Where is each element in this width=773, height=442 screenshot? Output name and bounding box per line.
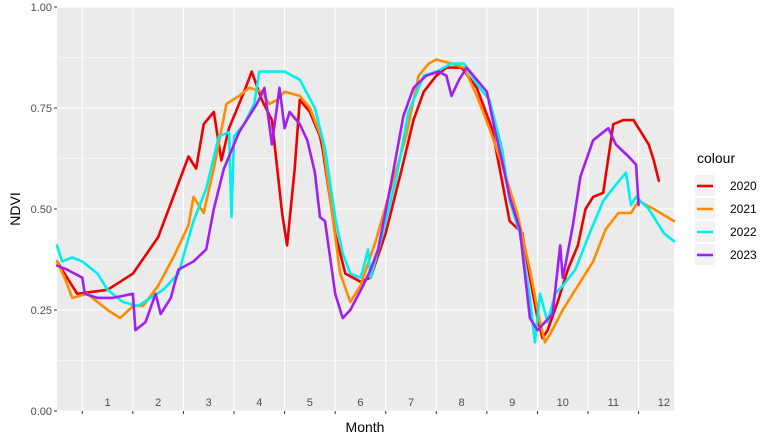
legend-label-2023: 2023 — [730, 248, 757, 262]
y-axis: 0.00 0.25 0.50 0.75 1.00 — [31, 2, 57, 418]
x-tick-label: 12 — [658, 397, 670, 409]
legend: colour 2020 2021 2022 2023 — [695, 150, 757, 265]
x-tick-label: 10 — [557, 397, 569, 409]
x-tick-label: 8 — [459, 397, 465, 409]
y-tick-label: 0.00 — [31, 406, 52, 418]
x-tick-label: 4 — [256, 397, 262, 409]
y-axis-title: NDVI — [7, 192, 23, 225]
y-tick-label: 0.25 — [31, 305, 52, 317]
legend-label-2020: 2020 — [730, 179, 757, 193]
series-line-2023 — [55, 66, 640, 332]
y-tick-label: 0.75 — [31, 103, 52, 115]
legend-title: colour — [697, 150, 735, 166]
x-axis-title: Month — [346, 419, 385, 435]
series-line-2020 — [55, 66, 661, 340]
x-tick-label: 6 — [357, 397, 363, 409]
x-tick-label: 5 — [307, 397, 313, 409]
x-axis: 1 2 3 4 5 6 7 8 9 10 11 12 — [81, 397, 670, 414]
x-tick-label: 3 — [206, 397, 212, 409]
x-tick-label: 11 — [608, 397, 619, 409]
legend-label-2021: 2021 — [730, 202, 757, 216]
x-tick-label: 7 — [408, 397, 414, 409]
series-lines — [55, 58, 676, 344]
x-tick-label: 2 — [155, 397, 161, 409]
x-tick-label: 1 — [105, 397, 111, 409]
x-tick-label: 9 — [509, 397, 515, 409]
y-tick-label: 1.00 — [31, 2, 52, 14]
y-tick-label: 0.50 — [31, 204, 52, 216]
legend-label-2022: 2022 — [730, 225, 757, 239]
series-line-2021 — [55, 58, 676, 344]
